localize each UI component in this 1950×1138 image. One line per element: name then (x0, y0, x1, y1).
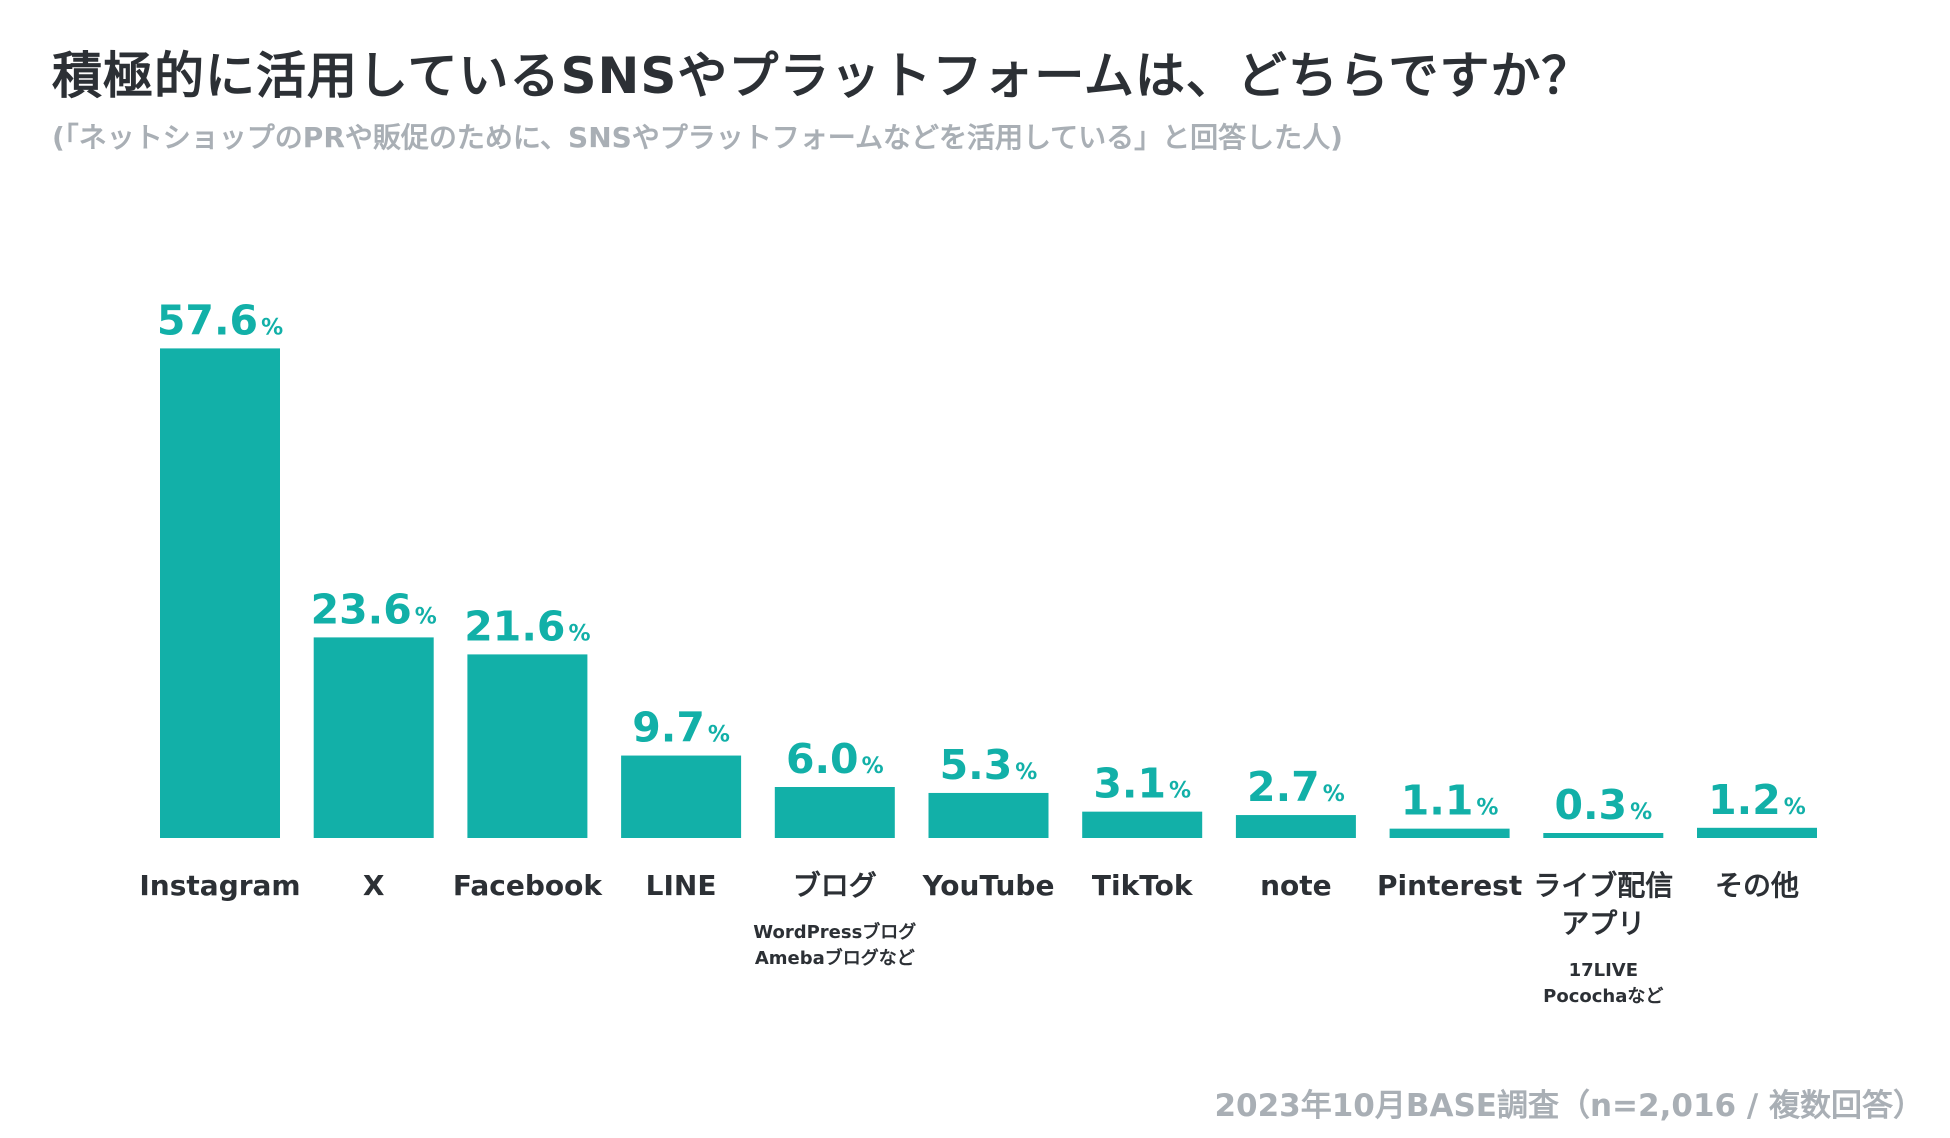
value-label-9: 1.1% (1401, 777, 1499, 825)
value-label-11: 1.2% (1708, 776, 1806, 824)
category-note-10: 17LIVE (1569, 960, 1638, 981)
category-label-5: ブログ (793, 869, 877, 902)
value-label-2: 23.6% (311, 585, 437, 633)
value-unit: % (862, 754, 884, 779)
value-unit: % (1015, 760, 1037, 785)
survey-source-note: 2023年10月BASE調査（n=2,016 / 複数回答） (1214, 1088, 1924, 1124)
bar-1 (160, 348, 280, 838)
value-label-10: 0.3% (1554, 781, 1652, 829)
category-label-9: Pinterest (1377, 869, 1522, 902)
bar-11 (1697, 827, 1817, 838)
value-unit: % (1784, 795, 1806, 820)
bar-7 (1082, 811, 1203, 838)
value-unit: % (708, 723, 730, 748)
value-unit: % (1476, 796, 1498, 821)
value-unit: % (1169, 779, 1191, 804)
bar-9 (1389, 828, 1510, 838)
category-note-5: WordPressブログ (753, 921, 916, 943)
value-unit: % (261, 315, 283, 340)
value-label-7: 3.1% (1093, 760, 1191, 808)
bar-2 (313, 637, 434, 838)
category-label-10: ライブ配信 (1533, 869, 1673, 902)
category-note-5: Amebaブログなど (755, 947, 915, 969)
category-label-7: TikTok (1092, 869, 1194, 902)
value-label-1: 57.6% (157, 296, 283, 344)
bar-6 (928, 792, 1049, 838)
category-label-6: YouTube (922, 869, 1055, 902)
category-label-1: Instagram (139, 869, 300, 902)
value-unit: % (568, 621, 590, 646)
bar-10 (1543, 833, 1664, 838)
chart-subtitle: (「ネットショップのPRや販促のために、SNSやプラットフォームなどを活用してい… (52, 121, 1343, 154)
chart-title: 積極的に活用しているSNSやプラットフォームは、どちらですか？ (52, 47, 1593, 105)
value-label-8: 2.7% (1247, 763, 1345, 811)
bar-5 (774, 787, 895, 838)
category-label-11: その他 (1715, 869, 1799, 902)
bar-3 (467, 654, 588, 838)
category-note-10: Pocochaなど (1543, 986, 1663, 1007)
category-label-3: Facebook (453, 869, 603, 902)
value-label-3: 21.6% (464, 602, 590, 650)
value-unit: % (1323, 782, 1345, 807)
value-label-6: 5.3% (940, 741, 1038, 789)
value-label-5: 6.0% (786, 735, 884, 783)
bar-4 (621, 755, 742, 838)
category-label-2: X (363, 869, 385, 902)
category-label-10: アプリ (1561, 907, 1645, 940)
category-label-4: LINE (646, 869, 717, 902)
value-unit: % (415, 604, 437, 629)
value-label-4: 9.7% (632, 704, 730, 752)
category-label-8: note (1260, 869, 1332, 902)
bar-8 (1235, 815, 1356, 838)
value-unit: % (1630, 800, 1652, 825)
